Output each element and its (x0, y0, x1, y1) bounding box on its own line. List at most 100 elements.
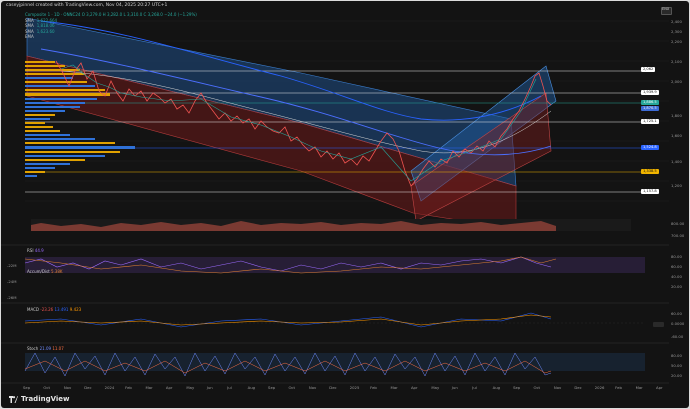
macd-value: 13.491 (54, 307, 69, 312)
time-axis-label: Aug (247, 385, 256, 390)
time-axis-label: 2025 (349, 385, 360, 390)
time-axis-label: Oct (43, 385, 50, 390)
macd-label[interactable]: MACD -23.26 13.491 9.423 (27, 307, 81, 312)
time-axis-label: 2024 (104, 385, 115, 390)
legend: Composite 1 · 1D · ONNC24 O 3,279.0 H 3,… (25, 12, 197, 40)
tradingview-logo[interactable]: TradingView (9, 395, 70, 403)
rsi-tick: 60.00 (671, 264, 682, 269)
brand-name: TradingView (21, 395, 70, 403)
time-axis-label: Jul (227, 385, 232, 390)
stoch-name: Stoch (27, 346, 39, 351)
time-axis-label: Apr (165, 385, 173, 390)
legend-label: EMA (25, 34, 34, 40)
rsi-tick: 80.00 (671, 254, 682, 259)
time-axis-label: Oct (533, 385, 541, 390)
price-line-green (60, 64, 537, 182)
time-axis-label: Aug (492, 385, 501, 390)
rsi-tick: 20.00 (671, 284, 682, 289)
sma-white-line (60, 70, 552, 154)
stoch-value: 21.09 (39, 346, 52, 351)
price-tick: 1,400 (671, 159, 682, 164)
price-tick: 1,200 (671, 183, 682, 188)
volume-tick: 700.00 (671, 233, 685, 238)
accum-line (24, 256, 557, 274)
stoch-line (24, 352, 552, 377)
price-tag: 1,524.8 (641, 145, 659, 150)
stoch-label[interactable]: Stoch 21.09 11.07 (27, 346, 64, 351)
time-axis-label: Mar (635, 385, 643, 390)
price-tick: 1,600 (671, 133, 682, 138)
time-axis-label: Feb (615, 385, 622, 390)
accum-label[interactable]: Accum/Dist 5.38K (27, 269, 63, 274)
price-tick: 2,200 (671, 39, 682, 44)
legend-value: 1,623.60 (36, 28, 55, 34)
legend-value: 1,622.664 (36, 17, 58, 23)
volume-tick: 800.00 (671, 221, 685, 226)
time-axis-label: Nov (63, 385, 72, 390)
volume-profile (25, 61, 135, 177)
macd-tick: -60.00 (671, 334, 684, 339)
time-axis-label: May (431, 385, 440, 390)
up-channel-blue (410, 65, 557, 202)
time-axis-label: Jun (206, 385, 213, 390)
accum-name: Accum/Dist (27, 269, 50, 274)
left-axis-tick: -26M (7, 295, 17, 300)
legend-label: SMA (25, 28, 34, 34)
time-axis-label: Apr (656, 385, 663, 390)
time-axis-label: Feb (125, 385, 132, 390)
price-tag-current: 1,886.5 (641, 100, 659, 105)
stoch-tick: 80.00 (671, 353, 682, 358)
time-axis-label: Feb (370, 385, 377, 390)
header-credit: caseyjpinnel created with TradingView.co… (6, 3, 168, 8)
price-tag: 1,725.1 (641, 119, 659, 124)
volume-bars (31, 219, 631, 231)
sma-blue-line (40, 20, 542, 121)
macd-value: 9.423 (69, 307, 82, 312)
rsi-label[interactable]: RSI 44.9 (27, 248, 44, 253)
time-axis-label: Dec (84, 385, 92, 390)
time-axis-label: Sep (268, 385, 276, 390)
legend-value: 1,818.06 (36, 23, 55, 29)
price-tag: 1,157.8 (641, 189, 659, 194)
price-line (55, 60, 552, 187)
macd-value: -23.26 (40, 307, 54, 312)
time-axis-label: 2026 (594, 385, 605, 390)
rsi-name: RSI (27, 248, 34, 253)
macd-tick: 0.0000 (671, 321, 685, 326)
macd-name: MACD (27, 307, 39, 312)
price-tick: 2,100 (671, 59, 682, 64)
time-axis-label: Dec (329, 385, 337, 390)
time-axis-label: Sep (23, 385, 31, 390)
price-tick: 2,300 (671, 29, 682, 34)
left-axis-tick: -24M (7, 279, 17, 284)
legend-label: SMA (25, 23, 34, 29)
time-axis-label: Nov (308, 385, 317, 390)
legend-symbol[interactable]: Composite 1 · 1D · ONNC24 O 3,279.0 H 3,… (25, 12, 197, 17)
time-axis-label: Jul (472, 385, 477, 390)
price-tag: 1,939.9 (641, 90, 659, 95)
tradingview-icon (9, 395, 18, 403)
up-channel-red (410, 92, 552, 222)
stoch-tick: 20.00 (671, 373, 682, 378)
price-tag: 1,870.5 (641, 106, 659, 111)
time-axis-label: Dec (574, 385, 582, 390)
time-axis-label: Mar (145, 385, 153, 390)
time-axis-label: Mar (390, 385, 398, 390)
stoch-value: 11.07 (52, 346, 64, 351)
price-tick: 2,000 (671, 79, 682, 84)
stoch-signal (24, 360, 552, 374)
stoch-tick: 50.00 (671, 363, 682, 368)
rsi-tick: 40.00 (671, 274, 682, 279)
pane-settings-button[interactable] (653, 322, 664, 327)
time-axis-label: May (186, 385, 195, 390)
fullscreen-icon[interactable] (661, 7, 672, 15)
accum-value: 5.38K (50, 269, 63, 274)
time-axis-label: Nov (553, 385, 562, 390)
time-axis-label: Sep (513, 385, 521, 390)
macd-tick: 60.00 (671, 311, 682, 316)
time-axis-label: Oct (288, 385, 296, 390)
toolbar-symbol[interactable]: ENX (662, 7, 670, 11)
time-axis-label: Apr (410, 385, 418, 390)
